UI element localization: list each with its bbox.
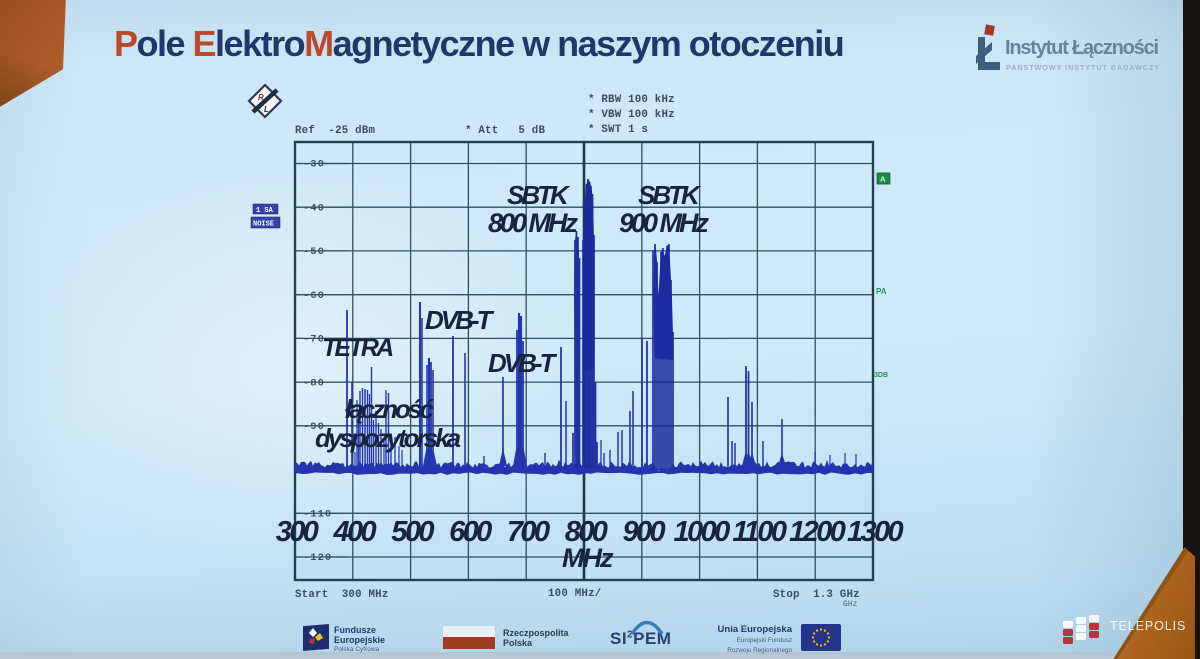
svg-text:NOISE: NOISE — [253, 221, 274, 229]
svg-text:PA: PA — [876, 287, 887, 296]
svg-text:DVB-T: DVB-T — [425, 305, 495, 335]
svg-text:SBTK: SBTK — [638, 180, 702, 210]
svg-text:300: 300 — [276, 516, 319, 548]
svg-text:-90: -90 — [303, 421, 325, 433]
svg-text:MHz: MHz — [562, 543, 614, 573]
svg-text:600: 600 — [449, 516, 492, 548]
svg-text:100 MHz/: 100 MHz/ — [548, 588, 601, 600]
svg-text:1200: 1200 — [789, 516, 846, 548]
svg-text:1000: 1000 — [674, 516, 731, 548]
svg-text:Start 300 MHz: Start 300 MHz — [295, 589, 389, 601]
svg-text:1 SA: 1 SA — [256, 207, 274, 215]
svg-text:GHz: GHz — [843, 600, 858, 609]
svg-text:TETRA: TETRA — [322, 334, 393, 362]
svg-text:* VBW 100 kHz: * VBW 100 kHz — [588, 109, 675, 121]
svg-text:1300: 1300 — [847, 516, 904, 548]
svg-text:3DB: 3DB — [874, 372, 888, 379]
svg-text:800 MHz: 800 MHz — [488, 208, 579, 238]
svg-text:-30: -30 — [303, 159, 325, 171]
svg-text:-70: -70 — [303, 334, 325, 346]
svg-text:-60: -60 — [303, 290, 325, 302]
svg-text:-80: -80 — [303, 377, 325, 389]
svg-text:Stop 1.3 GHz: Stop 1.3 GHz — [773, 589, 860, 601]
svg-text:-50: -50 — [303, 246, 325, 258]
svg-text:łączność: łączność — [345, 394, 434, 424]
svg-text:* Att 5 dB: * Att 5 dB — [465, 125, 545, 137]
svg-text:800: 800 — [565, 516, 608, 548]
svg-text:Ref -25 dBm: Ref -25 dBm — [295, 125, 375, 137]
svg-text:-120: -120 — [303, 552, 332, 564]
svg-text:A: A — [880, 175, 886, 184]
svg-text:R: R — [258, 93, 264, 102]
svg-text:700: 700 — [507, 516, 550, 548]
svg-text:L: L — [264, 105, 269, 114]
svg-text:* RBW 100 kHz: * RBW 100 kHz — [588, 94, 675, 106]
svg-text:900: 900 — [623, 516, 666, 548]
svg-text:1100: 1100 — [732, 516, 786, 548]
svg-text:400: 400 — [333, 516, 377, 548]
svg-text:dyspozytorska: dyspozytorska — [315, 423, 461, 453]
svg-text:SBTK: SBTK — [507, 180, 571, 210]
svg-text:900 MHz: 900 MHz — [619, 208, 710, 238]
svg-text:* SWT 1 s: * SWT 1 s — [588, 124, 648, 136]
svg-text:-110: -110 — [303, 509, 332, 521]
svg-text:DVB-T: DVB-T — [488, 348, 558, 378]
svg-text:-40: -40 — [303, 202, 325, 214]
svg-text:500: 500 — [391, 516, 434, 548]
